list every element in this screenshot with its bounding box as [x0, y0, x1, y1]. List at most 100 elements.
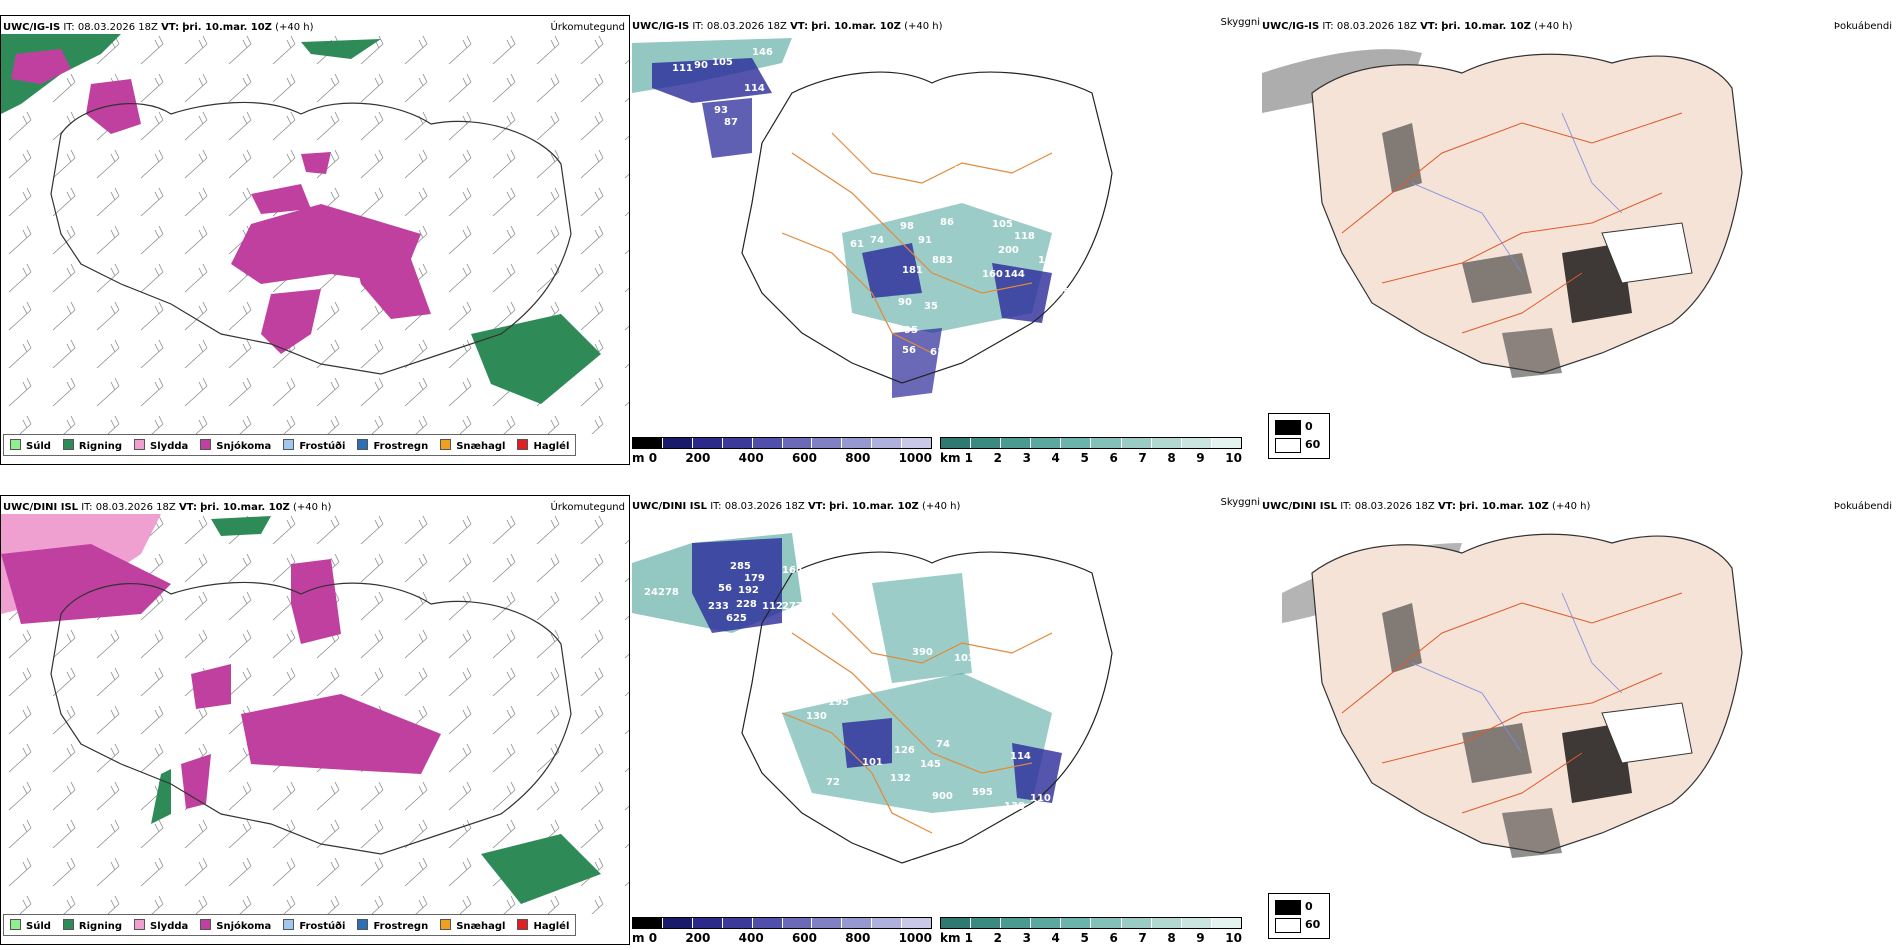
it-label: IT:: [81, 502, 93, 513]
svg-text:595: 595: [972, 787, 993, 798]
valid-time: þri. 10.mar. 10Z: [1459, 501, 1549, 512]
init-time: 08.03.2026 18Z: [1354, 501, 1435, 512]
svg-text:172: 172: [1042, 185, 1063, 196]
lead-time: (+40 h): [1534, 21, 1573, 32]
height-labels: 24 278 285 164 179 56 192 233 228 112 27…: [644, 561, 1076, 888]
panel-title: Skyggni: [1220, 17, 1260, 28]
svg-text:56: 56: [718, 583, 732, 594]
lead-time: (+40 h): [275, 22, 314, 33]
fog-legend: 0 60: [1268, 413, 1330, 459]
legend-freezing-rain: Frostregn: [357, 918, 428, 932]
svg-text:233: 233: [708, 601, 729, 612]
panel-title: Þokuábendi: [1833, 501, 1892, 512]
legend-drizzle: Súld: [10, 438, 51, 452]
precip-type-map: UWC/IG-IS IT: 08.03.2026 18Z VT: þri. 10…: [0, 15, 630, 465]
map-header: UWC/IG-IS IT: 08.03.2026 18Z VT: þri. 10…: [632, 21, 943, 32]
svg-text:114: 114: [744, 83, 765, 94]
svg-text:132: 132: [890, 773, 911, 784]
panel-title: Þokuábendi: [1833, 21, 1892, 32]
svg-text:883: 883: [932, 255, 953, 266]
km-colorbar-ticks: km 1 2 3 4 5 6 7 8 9 10: [940, 451, 1242, 465]
svg-text:90: 90: [898, 297, 912, 308]
svg-text:86: 86: [940, 217, 954, 228]
svg-text:74: 74: [936, 739, 950, 750]
svg-text:24: 24: [644, 587, 658, 598]
lead-time: (+40 h): [904, 21, 943, 32]
svg-text:74: 74: [870, 235, 884, 246]
legend-snow-pellets: Snæhagl: [440, 918, 505, 932]
svg-text:112: 112: [762, 601, 783, 612]
vt-label: VT:: [790, 21, 809, 32]
fog-legend: 0 60: [1268, 893, 1330, 939]
svg-text:277: 277: [782, 601, 803, 612]
svg-text:103: 103: [954, 653, 975, 664]
height-colorbar-ticks: m 0 200 400 600 800 1000: [632, 931, 932, 945]
svg-text:105: 105: [992, 219, 1013, 230]
visibility-map: UWC/DINI ISL IT: 08.03.2026 18Z VT: þri.…: [632, 495, 1260, 945]
model-name: UWC/DINI ISL: [3, 502, 79, 513]
legend-snow-pellets: Snæhagl: [440, 438, 505, 452]
precip-type-map: UWC/DINI ISL IT: 08.03.2026 18Z VT: þri.…: [0, 495, 630, 945]
map-header: UWC/IG-IS IT: 08.03.2026 18Z VT: þri. 10…: [3, 22, 314, 33]
svg-text:61: 61: [930, 347, 944, 358]
visibility-map-canvas: 24 278 285 164 179 56 192 233 228 112 27…: [632, 533, 1113, 888]
svg-text:91: 91: [918, 235, 932, 246]
svg-text:900: 900: [932, 791, 953, 802]
svg-text:146: 146: [752, 47, 773, 58]
svg-text:93: 93: [714, 105, 728, 116]
legend-snow: Snjókoma: [200, 438, 271, 452]
svg-text:90: 90: [694, 60, 708, 71]
svg-text:101: 101: [862, 757, 883, 768]
model-name: UWC/IG-IS: [632, 21, 690, 32]
svg-text:145: 145: [920, 759, 941, 770]
panel-title: Skyggni: [1220, 497, 1260, 508]
lead-time: (+40 h): [921, 501, 961, 512]
svg-text:130: 130: [806, 711, 827, 722]
svg-text:48: 48: [812, 805, 826, 816]
svg-text:68: 68: [908, 877, 922, 888]
lead-time: (+40 h): [292, 502, 332, 513]
legend-snow: Snjókoma: [200, 918, 271, 932]
vt-label: VT:: [1420, 21, 1439, 32]
legend-sleet: Slydda: [134, 438, 188, 452]
svg-text:179: 179: [744, 573, 765, 584]
fog-map-canvas: [1282, 533, 1743, 858]
map-header: UWC/DINI ISL IT: 08.03.2026 18Z VT: þri.…: [632, 501, 960, 512]
vt-label: VT:: [807, 501, 826, 512]
fog-map-canvas: [1262, 49, 1743, 378]
height-labels: 111 90 105 146 114 86 93 87 13 172 74 98…: [672, 47, 1070, 358]
valid-time: þri. 10.mar. 10Z: [200, 502, 290, 513]
panel-title: Úrkomutegund: [550, 22, 625, 33]
model-name: UWC/IG-IS: [1262, 21, 1320, 32]
svg-text:45: 45: [1056, 287, 1070, 298]
svg-text:126: 126: [894, 745, 915, 756]
km-colorbar-ticks: km 1 2 3 4 5 6 7 8 9 10: [940, 931, 1242, 945]
svg-text:138: 138: [1004, 801, 1025, 812]
svg-text:72: 72: [826, 777, 840, 788]
map-header: UWC/IG-IS IT: 08.03.2026 18Z VT: þri. 10…: [1262, 21, 1573, 32]
precip-legend: Súld Rigning Slydda Snjókoma Frostúði Fr…: [3, 434, 577, 456]
svg-text:390: 390: [912, 647, 933, 658]
svg-text:192: 192: [738, 585, 759, 596]
fog-map: UWC/DINI ISL IT: 08.03.2026 18Z VT: þri.…: [1262, 495, 1898, 945]
svg-text:61: 61: [850, 239, 864, 250]
model-name: UWC/IG-IS: [3, 22, 61, 33]
visibility-map: UWC/IG-IS IT: 08.03.2026 18Z VT: þri. 10…: [632, 15, 1260, 465]
svg-text:278: 278: [658, 587, 679, 598]
valid-time: þri. 10.mar. 10Z: [811, 21, 901, 32]
valid-time: þri. 10.mar. 10Z: [1441, 21, 1531, 32]
svg-text:98: 98: [900, 221, 914, 232]
svg-text:160: 160: [982, 269, 1003, 280]
legend-rain: Rigning: [62, 918, 122, 932]
it-label: IT:: [692, 21, 704, 32]
svg-text:44: 44: [1062, 825, 1076, 836]
init-time: 08.03.2026 18Z: [77, 22, 158, 33]
km-colorbar: [940, 437, 1242, 449]
iceland-outline: [50, 101, 572, 375]
km-colorbar: [940, 917, 1242, 929]
legend-freezing-drizzle: Frostúði: [283, 438, 345, 452]
svg-text:95: 95: [904, 325, 918, 336]
svg-text:35: 35: [924, 301, 938, 312]
panel-title: Úrkomutegund: [550, 502, 625, 513]
svg-text:105: 105: [712, 57, 733, 68]
